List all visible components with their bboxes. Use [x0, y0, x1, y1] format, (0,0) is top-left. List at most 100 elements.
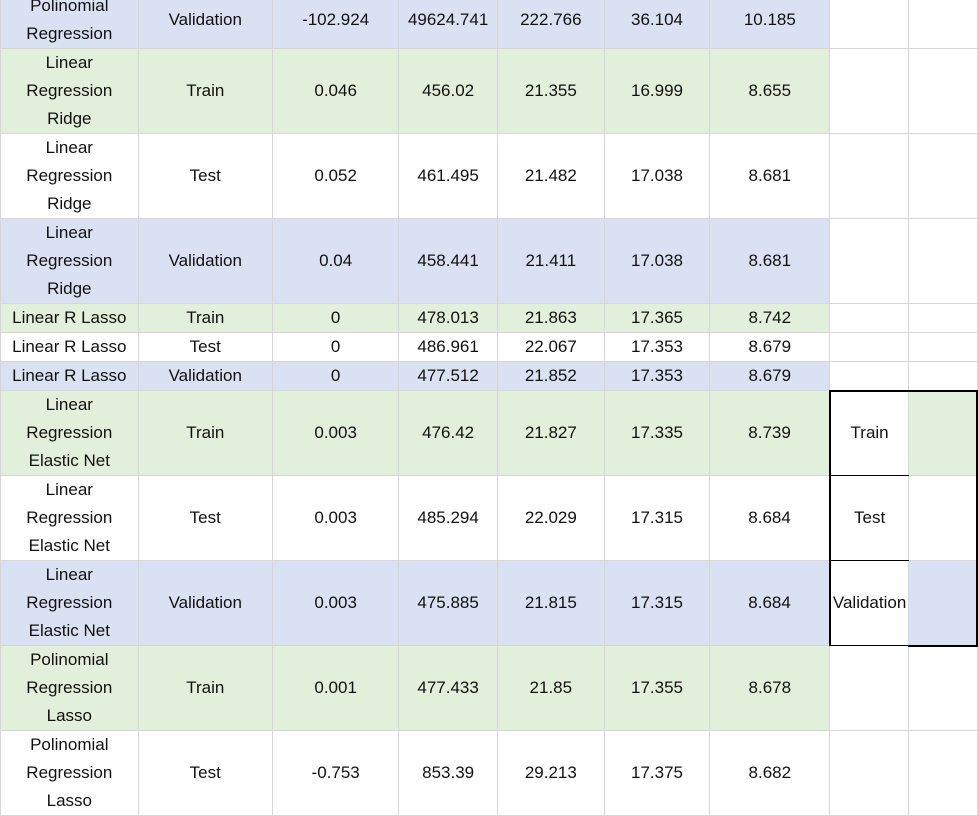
r2-cell[interactable]: 0.052: [271, 133, 400, 219]
metric-cell[interactable]: 8.679: [709, 332, 831, 362]
metric-cell[interactable]: 8.742: [709, 303, 831, 333]
metric-cell[interactable]: 8.684: [709, 475, 831, 561]
mse-cell[interactable]: 477.433: [398, 645, 498, 731]
empty-cell[interactable]: [908, 361, 978, 391]
model-cell[interactable]: Polinomial Regression Lasso: [0, 645, 139, 731]
mse-cell[interactable]: 456.02: [398, 48, 498, 134]
r2-cell[interactable]: 0.003: [271, 560, 400, 646]
rmse-cell[interactable]: 21.815: [496, 560, 605, 646]
mae-cell[interactable]: 17.353: [603, 332, 711, 362]
mae-cell[interactable]: 17.315: [603, 475, 711, 561]
r2-cell[interactable]: 0: [271, 332, 400, 362]
model-cell[interactable]: Linear Regression Elastic Net: [0, 475, 139, 561]
metric-cell[interactable]: 8.739: [709, 390, 831, 476]
r2-cell[interactable]: -102.924: [271, 0, 400, 49]
split-cell[interactable]: Train: [137, 390, 273, 476]
split-cell[interactable]: Train: [137, 645, 273, 731]
rmse-cell[interactable]: 21.852: [496, 361, 605, 391]
metric-cell[interactable]: 8.681: [709, 133, 831, 219]
split-cell[interactable]: Validation: [137, 218, 273, 304]
mse-cell[interactable]: 458.441: [398, 218, 498, 304]
r2-cell[interactable]: 0.001: [271, 645, 400, 731]
mae-cell[interactable]: 36.104: [603, 0, 711, 49]
metric-cell[interactable]: 8.684: [709, 560, 831, 646]
metric-cell[interactable]: 8.655: [709, 48, 831, 134]
mae-cell[interactable]: 17.315: [603, 560, 711, 646]
mae-cell[interactable]: 17.335: [603, 390, 711, 476]
r2-cell[interactable]: 0: [271, 303, 400, 333]
split-cell[interactable]: Test: [137, 133, 273, 219]
mae-cell[interactable]: 17.365: [603, 303, 711, 333]
empty-cell[interactable]: [829, 218, 910, 304]
model-cell[interactable]: Polinomial Regression: [0, 0, 139, 49]
side-color-swatch[interactable]: [908, 560, 978, 647]
empty-cell[interactable]: [908, 133, 978, 219]
mse-cell[interactable]: 476.42: [398, 390, 498, 476]
metric-cell[interactable]: 8.681: [709, 218, 831, 304]
empty-cell[interactable]: [829, 730, 910, 816]
rmse-cell[interactable]: 29.213: [496, 730, 605, 816]
model-cell[interactable]: Linear R Lasso: [0, 332, 139, 362]
mse-cell[interactable]: 461.495: [398, 133, 498, 219]
rmse-cell[interactable]: 21.482: [496, 133, 605, 219]
rmse-cell[interactable]: 21.827: [496, 390, 605, 476]
r2-cell[interactable]: 0.04: [271, 218, 400, 304]
rmse-cell[interactable]: 21.355: [496, 48, 605, 134]
mse-cell[interactable]: 486.961: [398, 332, 498, 362]
rmse-cell[interactable]: 21.85: [496, 645, 605, 731]
empty-cell[interactable]: [829, 361, 910, 391]
split-cell[interactable]: Validation: [137, 0, 273, 49]
model-cell[interactable]: Linear Regression Ridge: [0, 133, 139, 219]
side-split-label[interactable]: Test: [828, 475, 910, 561]
empty-cell[interactable]: [908, 645, 978, 731]
split-cell[interactable]: Test: [137, 475, 273, 561]
r2-cell[interactable]: 0.003: [271, 390, 400, 476]
mae-cell[interactable]: 17.038: [603, 133, 711, 219]
model-cell[interactable]: Linear Regression Elastic Net: [0, 560, 139, 646]
side-split-label[interactable]: Validation: [828, 560, 910, 646]
split-cell[interactable]: Validation: [137, 560, 273, 646]
mae-cell[interactable]: 17.353: [603, 361, 711, 391]
split-cell[interactable]: Test: [137, 730, 273, 816]
rmse-cell[interactable]: 21.411: [496, 218, 605, 304]
split-cell[interactable]: Test: [137, 332, 273, 362]
mae-cell[interactable]: 17.038: [603, 218, 711, 304]
split-cell[interactable]: Train: [137, 48, 273, 134]
rmse-cell[interactable]: 22.067: [496, 332, 605, 362]
mse-cell[interactable]: 49624.741: [398, 0, 498, 49]
mae-cell[interactable]: 16.999: [603, 48, 711, 134]
rmse-cell[interactable]: 222.766: [496, 0, 605, 49]
mse-cell[interactable]: 475.885: [398, 560, 498, 646]
model-cell[interactable]: Linear Regression Elastic Net: [0, 390, 139, 476]
empty-cell[interactable]: [908, 730, 978, 816]
r2-cell[interactable]: 0.003: [271, 475, 400, 561]
metric-cell[interactable]: 8.678: [709, 645, 831, 731]
model-cell[interactable]: Linear R Lasso: [0, 303, 139, 333]
side-color-swatch[interactable]: [908, 475, 978, 561]
rmse-cell[interactable]: 21.863: [496, 303, 605, 333]
model-cell[interactable]: Polinomial Regression Lasso: [0, 730, 139, 816]
empty-cell[interactable]: [908, 218, 978, 304]
empty-cell[interactable]: [908, 332, 978, 362]
metric-cell[interactable]: 8.682: [709, 730, 831, 816]
empty-cell[interactable]: [908, 48, 978, 134]
model-cell[interactable]: Linear Regression Ridge: [0, 218, 139, 304]
split-cell[interactable]: Validation: [137, 361, 273, 391]
empty-cell[interactable]: [908, 303, 978, 333]
r2-cell[interactable]: -0.753: [271, 730, 400, 816]
empty-cell[interactable]: [829, 303, 910, 333]
r2-cell[interactable]: 0.046: [271, 48, 400, 134]
empty-cell[interactable]: [829, 645, 910, 731]
metric-cell[interactable]: 8.679: [709, 361, 831, 391]
empty-cell[interactable]: [908, 0, 978, 49]
r2-cell[interactable]: 0: [271, 361, 400, 391]
mse-cell[interactable]: 853.39: [398, 730, 498, 816]
mae-cell[interactable]: 17.355: [603, 645, 711, 731]
empty-cell[interactable]: [829, 48, 910, 134]
split-cell[interactable]: Train: [137, 303, 273, 333]
side-split-label[interactable]: Train: [828, 389, 910, 476]
mae-cell[interactable]: 17.375: [603, 730, 711, 816]
mse-cell[interactable]: 485.294: [398, 475, 498, 561]
empty-cell[interactable]: [829, 0, 910, 49]
empty-cell[interactable]: [829, 332, 910, 362]
